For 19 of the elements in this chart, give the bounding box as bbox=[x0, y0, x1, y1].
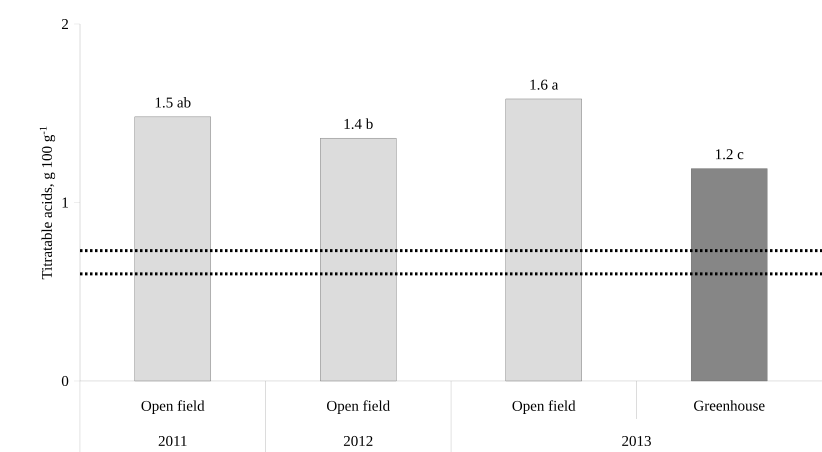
bar bbox=[134, 116, 211, 382]
data-label: 1.4 b bbox=[344, 118, 373, 130]
y-tick-label: 0 bbox=[62, 376, 68, 386]
data-label: 1.6 a bbox=[530, 80, 558, 90]
bar bbox=[691, 168, 768, 382]
text: 2013 bbox=[622, 436, 651, 446]
x-tick-label: Open field bbox=[142, 400, 204, 414]
x-tick-label: Open field bbox=[512, 400, 576, 414]
data-label: 1.2 c bbox=[716, 149, 744, 160]
y-tick-label: 1 bbox=[62, 198, 68, 208]
text: 2011 bbox=[158, 436, 187, 446]
data-label: 1.5 ab bbox=[156, 97, 191, 108]
x-tick-label: Open field bbox=[327, 400, 390, 414]
bar bbox=[320, 138, 396, 382]
x-tick-label: Greenhouse bbox=[694, 400, 765, 411]
y-tick-label: 2 bbox=[62, 19, 68, 29]
bar bbox=[506, 98, 582, 382]
y-axis-title: Titratable acids, g 100 g$^{-1}$ bbox=[40, 126, 56, 280]
text: 2012 bbox=[344, 436, 372, 446]
